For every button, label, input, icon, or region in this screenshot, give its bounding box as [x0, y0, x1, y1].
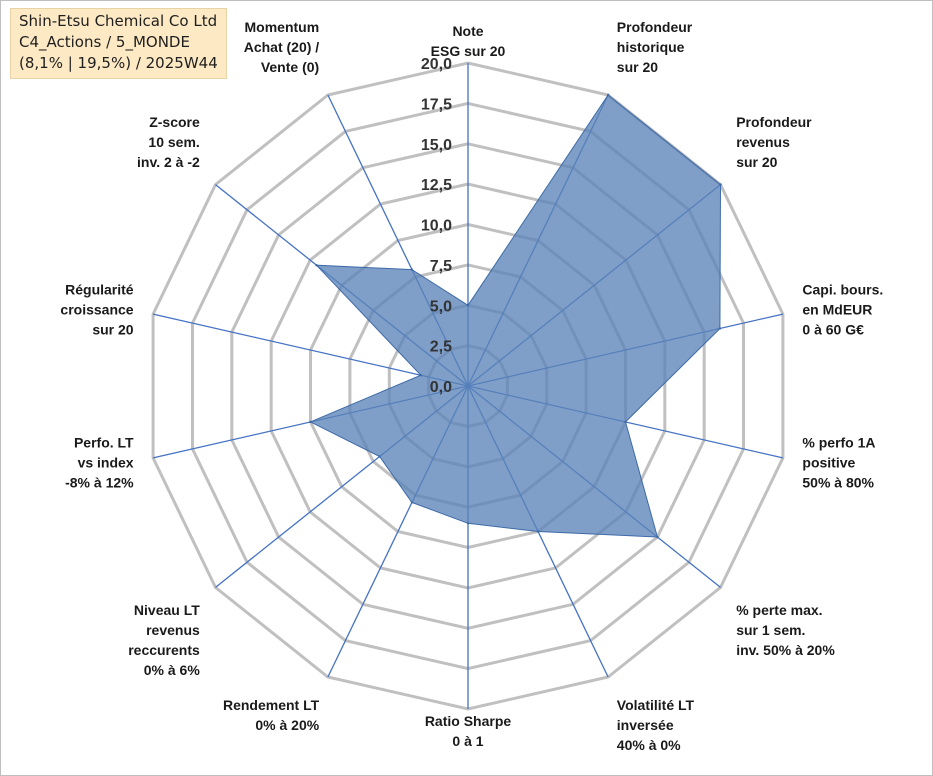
axis-label-line: historique [617, 39, 685, 55]
axis-label-line: croissance [60, 302, 133, 318]
axis-label: Régularité croissance sur 20 [60, 282, 133, 338]
axis-label: % perte max. sur 1 sem. inv. 50% à 20% [736, 602, 835, 658]
tick-label: 7,5 [430, 258, 452, 275]
tick-label: 17,5 [421, 96, 452, 113]
data-point [410, 501, 414, 504]
params-label: (8,1% | 19,5%) / 2025W44 [19, 54, 218, 72]
data-point [624, 420, 627, 424]
axis-label: Ratio Sharpe 0 à 1 [425, 713, 512, 749]
axis-label-line: sur 20 [92, 322, 133, 338]
tick-label: 15,0 [421, 137, 452, 154]
axis-label-line: Capi. bours. [802, 282, 883, 298]
axis-label: Capi. bours. en MdEUR 0 à 60 G€ [802, 282, 883, 338]
axis-label-line: % perfo 1A [802, 434, 875, 450]
axis-label-line: inv. 50% à 20% [736, 642, 835, 658]
axis-spoke [152, 313, 469, 387]
axis-label: Note ESG sur 20 [431, 23, 506, 59]
tick-layer: 0,0 2,5 5,0 7,5 10,0 12,5 15,0 17,5 20,0 [421, 56, 452, 396]
data-point [315, 264, 318, 267]
axis-label: Perfo. LT vs index -8% à 12% [65, 434, 134, 490]
data-point [419, 374, 422, 377]
data-point [536, 530, 540, 533]
axis-label-line: reccurents [128, 642, 200, 658]
axis-label-line: en MdEUR [802, 302, 872, 318]
axis-label: Momentum Achat (20) / Vente (0) [244, 19, 320, 75]
data-point [309, 420, 312, 424]
axis-label-line: Vente (0) [261, 59, 319, 75]
axis-label-line: 0 à 1 [452, 733, 483, 749]
data-series-area [309, 94, 722, 538]
axis-label: Z-score 10 sem. inv. 2 à -2 [137, 114, 200, 170]
axis-label-line: 10 sem. [148, 134, 199, 150]
axis-label: Niveau LT revenus reccurents 0% à 6% [128, 602, 200, 678]
axis-label-line: Niveau LT [134, 602, 200, 618]
axis-label-line: sur 20 [736, 154, 777, 170]
axis-label-line: Achat (20) / [244, 39, 320, 55]
data-point [378, 455, 381, 458]
axis-label-line: % perte max. [736, 602, 822, 618]
axis-label-line: positive [802, 454, 855, 470]
tick-label: 12,5 [421, 177, 452, 194]
data-point [410, 268, 414, 271]
tick-label: 0,0 [430, 379, 452, 396]
axis-label-line: revenus [146, 622, 200, 638]
tick-label: 10,0 [421, 218, 452, 235]
data-point [466, 522, 470, 525]
axis-label-line: Note [452, 23, 483, 39]
axis-label: Profondeur historique sur 20 [617, 19, 693, 75]
axis-label-line: revenus [736, 134, 790, 150]
axis-label-line: Régularité [65, 282, 134, 298]
axis-label-line: 0% à 6% [144, 662, 201, 678]
axis-label-line: 0% à 20% [255, 717, 319, 733]
series-layer [309, 93, 722, 539]
axis-label-line: 50% à 80% [802, 474, 874, 490]
data-point [718, 327, 722, 330]
axis-label: Profondeur revenus sur 20 [736, 114, 812, 170]
axis-label-line: Perfo. LT [74, 434, 134, 450]
axis-label: Rendement LT 0% à 20% [223, 697, 320, 733]
axis-label-line: 0 à 60 G€ [802, 322, 864, 338]
axis-label-line: 40% à 0% [617, 737, 681, 753]
tick-label: 2,5 [430, 339, 452, 356]
axis-label-line: sur 20 [617, 59, 658, 75]
axis-label: % perfo 1A positive 50% à 80% [802, 434, 875, 490]
axis-label-line: sur 1 sem. [736, 622, 805, 638]
info-box: Shin-Etsu Chemical Co Ltd C4_Actions / 5… [10, 8, 227, 79]
axis-label: Volatilité LT inversée 40% à 0% [617, 697, 695, 753]
axis-label-line: Ratio Sharpe [425, 713, 512, 729]
data-point [606, 93, 610, 97]
axis-label-line: vs index [78, 454, 134, 470]
data-point [656, 535, 659, 539]
axis-label-line: Rendement LT [223, 697, 320, 713]
data-point [719, 183, 722, 186]
tick-label: 20,0 [421, 56, 452, 73]
tick-label: 5,0 [430, 298, 452, 315]
data-point [466, 304, 470, 307]
axis-label-line: Profondeur [736, 114, 812, 130]
axis-label-line: Z-score [149, 114, 200, 130]
axis-label-line: Profondeur [617, 19, 693, 35]
axis-label-line: -8% à 12% [65, 474, 134, 490]
label-layer: Note ESG sur 20 Profondeur historique sur 20… [60, 19, 883, 753]
axis-label-line: Momentum [245, 19, 320, 35]
axis-label-line: inversée [617, 717, 674, 733]
category-label: C4_Actions / 5_MONDE [19, 33, 190, 51]
axis-label-line: ESG sur 20 [431, 43, 506, 59]
company-name: Shin-Etsu Chemical Co Ltd [19, 12, 218, 30]
axis-label-line: inv. 2 à -2 [137, 154, 200, 170]
axis-label-line: Volatilité LT [617, 697, 695, 713]
